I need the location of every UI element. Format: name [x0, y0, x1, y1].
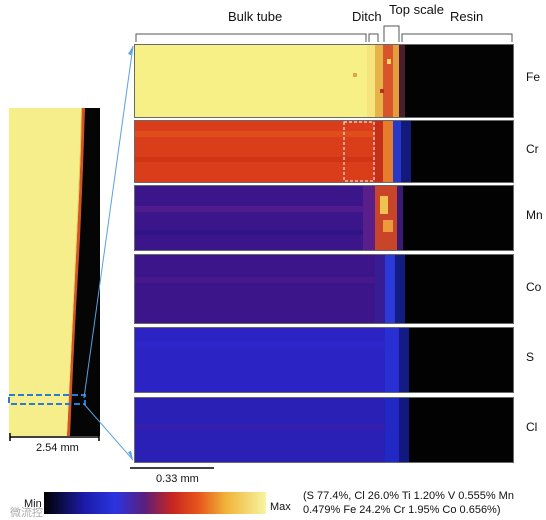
region-brackets [135, 25, 513, 42]
map-scale-bar [130, 467, 214, 469]
element-label-s: S [526, 350, 535, 364]
co-map [134, 254, 514, 324]
colorbar [44, 492, 266, 514]
element-label-co: Co [526, 280, 542, 294]
composition-line-1: (S 77.4%, Cl 26.0% Ti 1.20% V 0.555% Mn [303, 490, 514, 502]
composition-text: (S 77.4%, Cl 26.0% Ti 1.20% V 0.555% Mn … [303, 489, 514, 517]
s-map-image [135, 328, 513, 392]
resin-label: Resin [450, 9, 484, 24]
ditch-bracket [368, 33, 379, 42]
fe-map-image [135, 45, 513, 117]
top-scale-label: Top scale [389, 2, 444, 17]
top-scale-bracket [383, 25, 400, 42]
cr-map-image [135, 121, 513, 182]
watermark: 微流控 [10, 507, 43, 519]
bulk-tube-bracket [135, 33, 367, 42]
bulk-tube-label: Bulk tube [228, 9, 283, 24]
colorbar-max-label: Max [270, 501, 291, 513]
element-label-cl: Cl [526, 420, 538, 434]
map-scale-label: 0.33 mm [156, 473, 199, 485]
zoom-lines [83, 45, 134, 461]
mn-map [134, 185, 514, 251]
ditch-label: Ditch [352, 9, 382, 24]
resin-bracket [401, 33, 513, 42]
composition-line-2: 0.479% Fe 24.2% Cr 1.95% Co 0.656%) [303, 504, 501, 516]
cr-map [134, 120, 514, 183]
overview-scale-bar [9, 433, 100, 441]
colorbar-min-label: Min [24, 498, 42, 510]
element-label-fe: Fe [526, 70, 541, 84]
co-map-image [135, 255, 513, 323]
element-label-cr: Cr [526, 142, 539, 156]
element-label-mn: Mn [526, 208, 543, 222]
overview-selection-box [8, 394, 86, 405]
mn-map-image [135, 186, 513, 250]
cl-map [134, 397, 514, 463]
overview-image [9, 108, 100, 436]
cl-map-image [135, 398, 513, 462]
s-map [134, 327, 514, 393]
fe-map [134, 44, 514, 118]
overview-scale-label: 2.54 mm [36, 442, 79, 454]
